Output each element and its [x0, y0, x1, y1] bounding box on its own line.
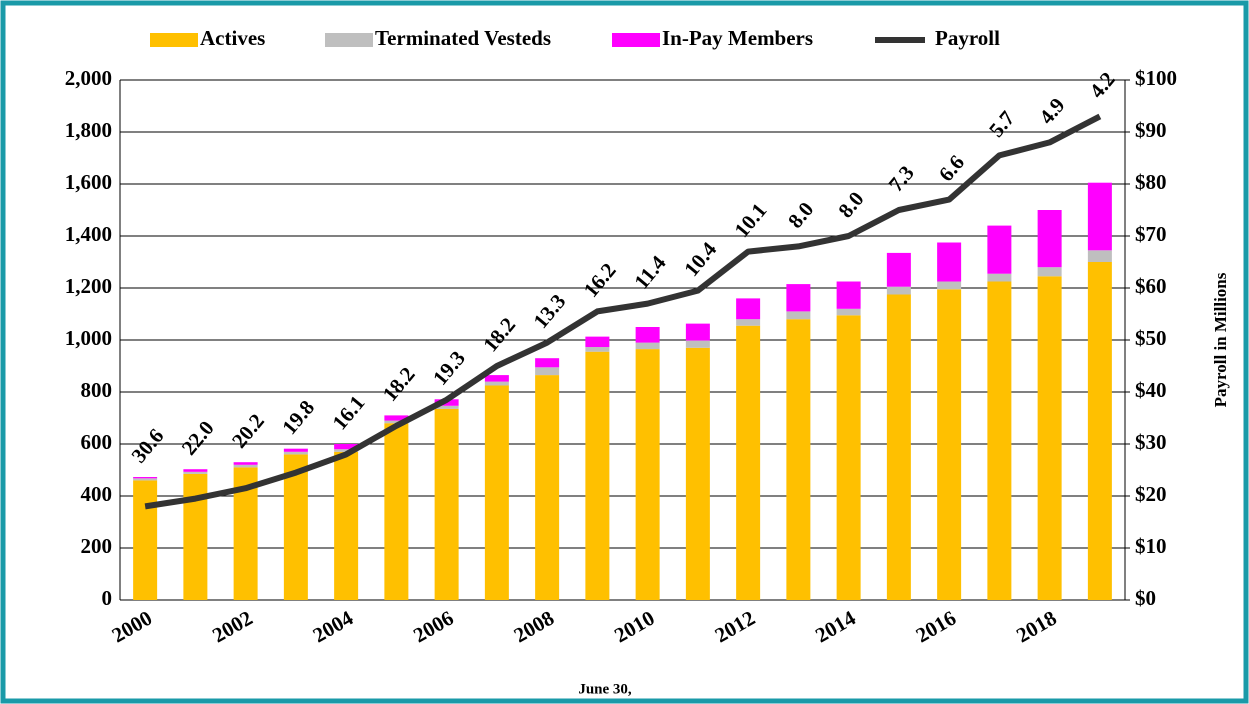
bar-segment [585, 351, 610, 600]
bar-segment [484, 385, 509, 600]
y-tick-label: 1,800 [65, 118, 112, 142]
bar-segment [987, 225, 1012, 274]
bar-segment [535, 367, 560, 376]
bar-segment [384, 420, 409, 424]
bar-segment [283, 454, 308, 600]
bar-segment [886, 252, 911, 287]
bar-segment [535, 358, 560, 368]
bar-segment [283, 448, 308, 452]
bar-segment [183, 469, 208, 472]
bar-segment [283, 451, 308, 455]
bar-segment [685, 340, 710, 348]
bar-segment [133, 477, 158, 479]
bar-segment [133, 480, 158, 600]
bar-segment [535, 375, 560, 600]
bar-segment [585, 347, 610, 352]
y2-axis-title: Payroll in Millions [1211, 272, 1230, 407]
bar-segment [384, 415, 409, 421]
bar-segment [786, 311, 811, 320]
bar-segment [937, 281, 962, 290]
bar-segment [1087, 262, 1112, 600]
bar-segment [836, 315, 861, 600]
y-tick-label: 2,000 [65, 66, 112, 90]
bar-segment [786, 319, 811, 600]
y2-tick-label: $0 [1135, 586, 1156, 610]
bar-segment [334, 449, 359, 452]
bar-segment [987, 273, 1012, 282]
x-axis-title: June 30, [578, 681, 632, 697]
bar-segment [886, 286, 911, 295]
legend-label: Actives [200, 26, 265, 50]
y2-tick-label: $30 [1135, 430, 1167, 454]
y-tick-label: 600 [81, 430, 113, 454]
bar-segment [1087, 250, 1112, 262]
y-tick-label: 400 [81, 482, 113, 506]
bar-segment [334, 444, 359, 450]
bar-segment [384, 423, 409, 600]
bar-segment [1087, 182, 1112, 251]
legend-swatch [612, 33, 660, 47]
bar-segment [685, 323, 710, 341]
bar-segment [937, 289, 962, 600]
legend-label: In-Pay Members [662, 26, 813, 50]
bar-segment [886, 294, 911, 600]
bar-segment [1037, 267, 1062, 277]
bar-segment [736, 325, 761, 600]
bar-segment [434, 408, 459, 600]
y-tick-label: 200 [81, 534, 113, 558]
bar-segment [786, 284, 811, 312]
line-series [144, 113, 1102, 510]
legend-label: Terminated Vesteds [375, 26, 551, 50]
bar-segment [585, 336, 610, 348]
bar-segment [635, 342, 660, 350]
bar-segment [836, 308, 861, 316]
y2-tick-label: $20 [1135, 482, 1167, 506]
y-tick-label: 0 [102, 586, 113, 610]
y2-tick-label: $90 [1135, 118, 1167, 142]
bar-segment [484, 381, 509, 386]
y2-tick-label: $10 [1135, 534, 1167, 558]
y2-tick-label: $100 [1135, 66, 1177, 90]
y2-tick-label: $50 [1135, 326, 1167, 350]
bar-segment [233, 462, 258, 465]
legend-swatch [150, 33, 198, 47]
bar-segment [183, 471, 208, 474]
bar-segment [233, 464, 258, 468]
bar-segment [133, 478, 158, 481]
bar-segment [484, 375, 509, 382]
legend-label: Payroll [935, 26, 1000, 50]
bar-segment [736, 298, 761, 320]
y-tick-label: 1,200 [65, 274, 112, 298]
bar-segment [987, 281, 1012, 600]
bar-segment [685, 347, 710, 600]
y2-tick-label: $40 [1135, 378, 1167, 402]
y2-tick-label: $80 [1135, 170, 1167, 194]
bar-segment [635, 327, 660, 343]
y-tick-label: 1,600 [65, 170, 112, 194]
y2-tick-label: $60 [1135, 274, 1167, 298]
bar-segment [183, 473, 208, 600]
bar-segment [434, 405, 459, 409]
legend-swatch [325, 33, 373, 47]
bar-segment [1037, 276, 1062, 600]
bar-segment [1037, 210, 1062, 268]
y-tick-label: 800 [81, 378, 113, 402]
bar-segment [334, 451, 359, 600]
y-tick-label: 1,400 [65, 222, 112, 246]
y-tick-label: 1,000 [65, 326, 112, 350]
bar-segment [937, 242, 962, 282]
bar-segment [736, 319, 761, 326]
bar-segment [836, 281, 861, 309]
bar-segment [635, 349, 660, 600]
y2-tick-label: $70 [1135, 222, 1167, 246]
